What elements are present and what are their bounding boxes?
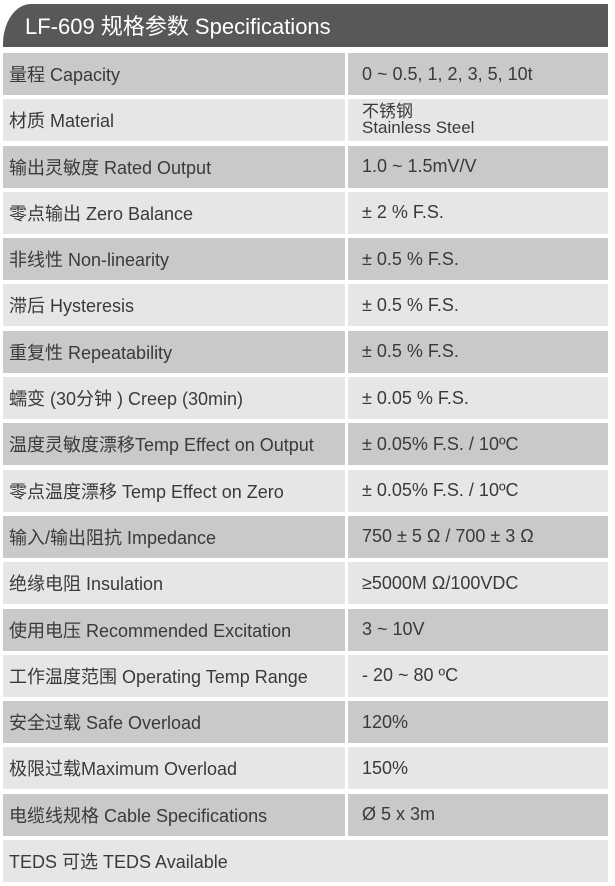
- table-row: 温度灵敏度漂移Temp Effect on Output ± 0.05% F.S.…: [3, 423, 608, 466]
- spec-label: 工作温度范围 Operating Temp Range: [3, 654, 345, 697]
- spec-label: 输出灵敏度 Rated Output: [3, 145, 345, 188]
- spec-value: 150%: [348, 747, 608, 790]
- spec-value: 3 ~ 10V: [348, 608, 608, 651]
- spec-label: 零点输出 Zero Balance: [3, 191, 345, 234]
- spec-value: ± 0.05 % F.S.: [348, 377, 608, 420]
- spec-value: ≥5000M Ω/100VDC: [348, 562, 608, 605]
- spec-label: 零点温度漂移 Temp Effect on Zero: [3, 469, 345, 512]
- spec-label: 重复性 Repeatability: [3, 330, 345, 373]
- table-row: 零点温度漂移 Temp Effect on Zero ± 0.05% F.S. /…: [3, 469, 608, 512]
- teds-note: TEDS 可选 TEDS Available: [3, 840, 608, 883]
- table-row: 非线性 Non-linearity ± 0.5 % F.S.: [3, 238, 608, 281]
- spec-label: 温度灵敏度漂移Temp Effect on Output: [3, 423, 345, 466]
- table-row: 蠕变 (30分钟 ) Creep (30min) ± 0.05 % F.S.: [3, 377, 608, 420]
- table-row-footer: TEDS 可选 TEDS Available: [3, 840, 608, 883]
- spec-value: 0 ~ 0.5, 1, 2, 3, 5, 10t: [348, 53, 608, 95]
- spec-label: 非线性 Non-linearity: [3, 238, 345, 281]
- spec-value: ± 0.5 % F.S.: [348, 330, 608, 373]
- spec-label: 滞后 Hysteresis: [3, 284, 345, 327]
- spec-value: 不锈钢 Stainless Steel: [348, 99, 608, 142]
- spec-label: 材质 Material: [3, 99, 345, 142]
- table-row: 极限过载Maximum Overload 150%: [3, 747, 608, 790]
- spec-table: 量程 Capacity 0 ~ 0.5, 1, 2, 3, 5, 10t 材质 Ma…: [3, 53, 608, 886]
- table-row: 输入/输出阻抗 Impedance 750 ± 5 Ω / 700 ± 3 Ω: [3, 515, 608, 558]
- table-row: 使用电压 Recommended Excitation 3 ~ 10V: [3, 608, 608, 651]
- spec-value: Ø 5 x 3m: [348, 793, 608, 836]
- spec-label: 输入/输出阻抗 Impedance: [3, 515, 345, 558]
- spec-value: ± 0.05% F.S. / 10ºC: [348, 469, 608, 512]
- spec-value: 120%: [348, 701, 608, 744]
- spec-value: ± 0.5 % F.S.: [348, 284, 608, 327]
- table-row: 输出灵敏度 Rated Output 1.0 ~ 1.5mV/V: [3, 145, 608, 188]
- page-title: LF-609 规格参数 Specifications: [3, 4, 608, 47]
- spec-value-line: 不锈钢: [362, 102, 413, 122]
- table-row: 滞后 Hysteresis ± 0.5 % F.S.: [3, 284, 608, 327]
- spec-label: 蠕变 (30分钟 ) Creep (30min): [3, 377, 345, 420]
- table-row: 工作温度范围 Operating Temp Range - 20 ~ 80 ºC: [3, 654, 608, 697]
- spec-label: 量程 Capacity: [3, 53, 345, 95]
- spec-value: 750 ± 5 Ω / 700 ± 3 Ω: [348, 515, 608, 558]
- spec-value: 1.0 ~ 1.5mV/V: [348, 145, 608, 188]
- spec-label: 极限过载Maximum Overload: [3, 747, 345, 790]
- spec-value: ± 2 % F.S.: [348, 191, 608, 234]
- table-row: 绝缘电阻 Insulation ≥5000M Ω/100VDC: [3, 562, 608, 605]
- spec-value: - 20 ~ 80 ºC: [348, 654, 608, 697]
- table-row: 量程 Capacity 0 ~ 0.5, 1, 2, 3, 5, 10t: [3, 53, 608, 95]
- spec-value: ± 0.5 % F.S.: [348, 238, 608, 281]
- table-row: 安全过载 Safe Overload 120%: [3, 701, 608, 744]
- spec-label: 电缆线规格 Cable Specifications: [3, 793, 345, 836]
- table-row: 电缆线规格 Cable Specifications Ø 5 x 3m: [3, 793, 608, 836]
- spec-label: 绝缘电阻 Insulation: [3, 562, 345, 605]
- spec-value-line: Stainless Steel: [362, 118, 475, 138]
- table-row: 材质 Material 不锈钢 Stainless Steel: [3, 99, 608, 142]
- spec-value: ± 0.05% F.S. / 10ºC: [348, 423, 608, 466]
- table-row: 重复性 Repeatability ± 0.5 % F.S.: [3, 330, 608, 373]
- table-row: 零点输出 Zero Balance ± 2 % F.S.: [3, 191, 608, 234]
- spec-label: 安全过载 Safe Overload: [3, 701, 345, 744]
- spec-label: 使用电压 Recommended Excitation: [3, 608, 345, 651]
